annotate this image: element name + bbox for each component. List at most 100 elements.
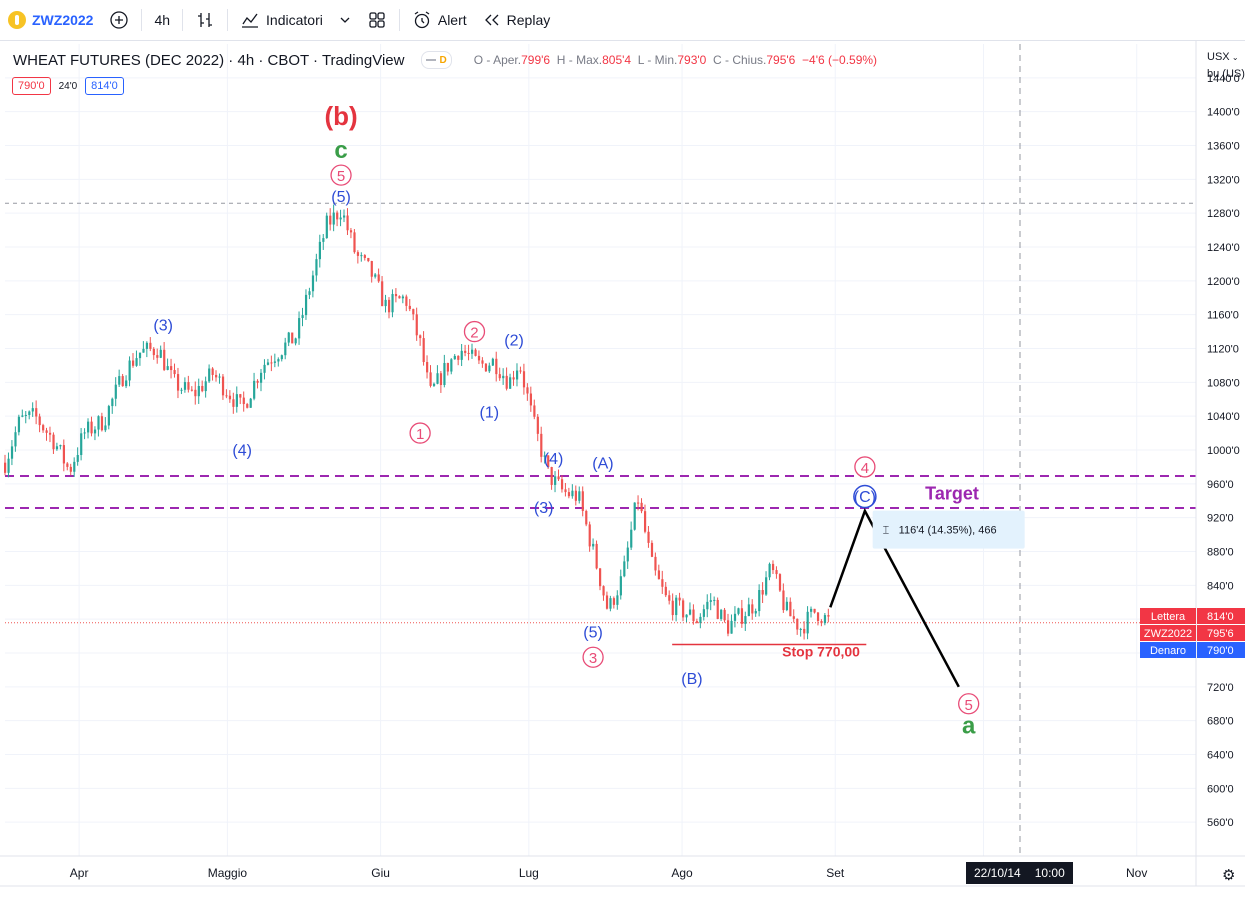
candle-body	[505, 375, 508, 389]
candle-body	[491, 358, 494, 366]
candle-body	[131, 360, 135, 366]
candle-body	[471, 349, 474, 354]
candle-body	[322, 238, 325, 242]
candle-body	[585, 510, 588, 525]
candle-body	[688, 609, 692, 615]
price-tick-label: 720'0	[1207, 682, 1234, 694]
alert-button[interactable]: Alert	[404, 0, 475, 40]
candle-body	[93, 429, 97, 434]
wave-label: (1)	[480, 405, 500, 422]
candle-body	[10, 446, 14, 459]
candle-body	[533, 405, 536, 417]
candle-body	[765, 577, 768, 595]
candle-body	[176, 374, 180, 391]
candle-body	[650, 542, 654, 557]
candle-body	[509, 377, 512, 389]
time-tick-label: Nov	[1126, 866, 1147, 880]
badge-name-bg	[1140, 608, 1196, 624]
candle-body	[727, 620, 730, 634]
wave-circle	[582, 646, 604, 668]
candle-body	[602, 586, 605, 596]
candle-body	[381, 281, 384, 307]
time-tick-label: Apr	[70, 866, 89, 880]
candle-body	[647, 531, 650, 543]
candle-body	[754, 611, 757, 614]
wave-label: (A)	[592, 455, 613, 472]
time-tick-label: Ago	[671, 866, 693, 880]
candle-body	[170, 366, 173, 371]
sell-price-button[interactable]: 790'0	[12, 77, 51, 95]
wave-circle	[330, 164, 352, 186]
wave-label: 1	[416, 426, 424, 443]
candle-body	[429, 372, 432, 386]
wave-label: c	[334, 137, 347, 164]
candle-body	[315, 259, 318, 276]
candle-body	[73, 461, 76, 472]
candle-body	[560, 479, 564, 490]
symbol-search-button[interactable]: ZWZ2022	[0, 0, 101, 40]
candle-body	[605, 595, 609, 609]
layout-button[interactable]	[359, 0, 395, 40]
candle-body	[367, 257, 370, 262]
buy-price-button[interactable]: 814'0	[85, 77, 124, 95]
candle-body	[201, 385, 204, 392]
indicators-icon	[242, 13, 259, 28]
candle-body	[325, 215, 328, 239]
compare-add-button[interactable]	[101, 0, 137, 40]
data-status-badge[interactable]: D	[420, 51, 452, 69]
candle-body	[370, 261, 373, 277]
candle-body	[536, 416, 539, 434]
candle-body	[782, 590, 785, 611]
candle-body	[239, 394, 242, 398]
candle-body	[588, 524, 591, 547]
candle-body	[391, 294, 394, 313]
candle-body	[571, 490, 574, 497]
candle-body	[374, 274, 377, 277]
price-tick-label: 1240'0	[1207, 242, 1240, 254]
price-tick-label: 1200'0	[1207, 276, 1240, 288]
chart-type-button[interactable]	[187, 0, 223, 40]
candle-body	[4, 462, 7, 473]
candle-body	[215, 374, 218, 378]
candle-body	[678, 597, 681, 601]
currency-unit-button[interactable]: USX ⌄ bu (US)	[1207, 49, 1245, 83]
candle-body	[298, 318, 301, 339]
interval-button[interactable]: 4h	[146, 0, 178, 40]
candle-body	[720, 609, 723, 619]
candle-body	[277, 359, 280, 362]
gear-icon[interactable]: ⚙	[1222, 867, 1236, 884]
candle-body	[42, 425, 45, 431]
candle-body	[121, 376, 124, 387]
candle-body	[474, 349, 477, 356]
candle-body	[543, 455, 546, 457]
candle-body	[353, 232, 356, 253]
price-tick-label: 560'0	[1207, 817, 1234, 829]
candle-body	[128, 360, 131, 381]
candle-body	[149, 342, 152, 349]
candle-body	[457, 355, 460, 360]
price-axis[interactable]: 560'0600'0640'0680'0720'0760'0800'0840'0…	[1140, 41, 1245, 886]
candle-body	[343, 215, 346, 218]
price-tick-label: 1320'0	[1207, 174, 1240, 186]
replay-button[interactable]: Replay	[475, 0, 559, 40]
templates-dropdown[interactable]	[331, 0, 359, 40]
price-tick-label: 640'0	[1207, 750, 1234, 762]
candle-body	[59, 445, 62, 447]
wave-label: (5)	[331, 189, 351, 206]
interval-label: 4h	[154, 12, 171, 28]
candle-body	[422, 338, 425, 363]
candle-body	[806, 611, 809, 634]
candle-body	[280, 355, 283, 360]
candle-body	[284, 342, 287, 356]
candle-body	[197, 385, 200, 397]
toolbar-divider	[141, 9, 143, 31]
candle-body	[218, 376, 221, 378]
target-label: Target	[925, 483, 979, 503]
candle-body	[446, 362, 449, 372]
candle-body	[761, 589, 764, 595]
indicators-button[interactable]: Indicatori	[232, 0, 331, 40]
price-tick-label: 920'0	[1207, 513, 1234, 525]
top-toolbar: ZWZ2022 4h Indicatori Alert Replay	[0, 0, 1245, 41]
candle-body	[823, 615, 827, 624]
